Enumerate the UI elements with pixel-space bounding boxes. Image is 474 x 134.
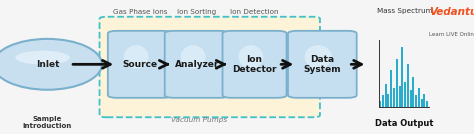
Bar [415,95,417,107]
Bar [396,59,398,107]
Bar [387,94,390,107]
Bar [401,47,403,107]
Text: Ion Sorting: Ion Sorting [177,9,216,15]
Ellipse shape [0,39,102,90]
Text: Mass Spectrum: Mass Spectrum [376,8,432,14]
Bar [423,94,426,107]
Text: Vedantu: Vedantu [429,7,474,17]
Bar [390,70,392,107]
Bar [404,82,406,107]
FancyBboxPatch shape [164,31,228,98]
Bar [421,99,423,107]
Text: Gas Phase Ions: Gas Phase Ions [113,9,167,15]
Text: Analyzer: Analyzer [174,60,219,69]
Bar [385,84,387,107]
FancyBboxPatch shape [288,31,356,98]
Text: Vacuum Pumps: Vacuum Pumps [171,117,227,123]
Bar [399,86,401,107]
FancyBboxPatch shape [223,31,286,98]
Text: Ion Detection: Ion Detection [230,9,279,15]
Bar [412,77,414,107]
Ellipse shape [305,45,332,69]
Bar [393,88,395,107]
FancyBboxPatch shape [108,31,172,98]
Text: Data Output: Data Output [375,119,434,129]
Bar [418,88,420,107]
Ellipse shape [15,51,70,65]
Bar [426,101,428,107]
FancyBboxPatch shape [100,17,320,117]
Ellipse shape [124,45,149,69]
Ellipse shape [181,45,206,69]
Bar [382,95,384,107]
Bar [407,64,409,107]
Text: Learn LIVE Online: Learn LIVE Online [429,32,474,37]
Text: Inlet: Inlet [36,60,59,69]
Text: Data
System: Data System [303,55,341,74]
Ellipse shape [238,45,264,69]
Bar [410,90,411,107]
Bar [379,100,381,107]
Text: Sample
Introduction: Sample Introduction [23,116,72,129]
Text: Ion
Detector: Ion Detector [232,55,277,74]
Text: Source: Source [122,60,157,69]
